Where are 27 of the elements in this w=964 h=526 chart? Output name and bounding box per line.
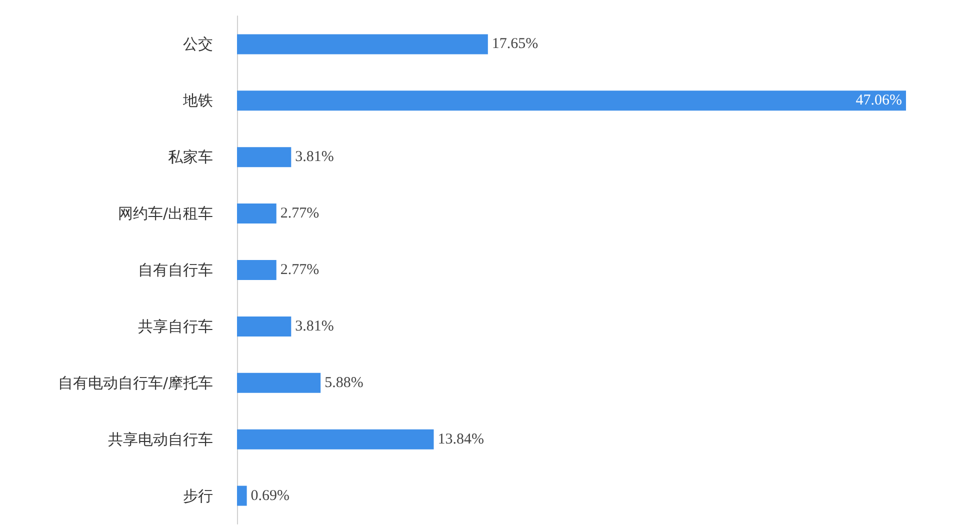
data-label: 0.69% [250,488,290,504]
data-label: 5.88% [324,374,364,391]
y-tick-label: 私家车 [168,148,213,166]
y-tick-label: 步行 [183,486,213,505]
data-label: 2.77% [280,262,320,278]
y-tick-label: 地铁 [182,92,213,110]
bar [237,316,292,336]
bar [237,90,906,111]
y-tick-label: 共享自行车 [138,317,213,336]
data-label: 17.65% [492,36,538,52]
data-label: 13.84% [438,431,484,448]
bar [237,147,292,168]
data-label: 47.06% [856,92,902,109]
bar [237,486,247,506]
data-label: 3.81% [295,318,334,334]
data-label: 2.77% [280,206,320,222]
y-tick-label: 自有自行车 [138,261,213,279]
y-tick-label: 自有电动自行车/摩托车 [58,374,213,392]
bar [237,429,434,450]
bar [237,34,488,54]
bar [237,260,276,280]
bar [237,372,321,393]
bar [237,204,276,224]
data-label: 3.81% [295,149,334,166]
y-tick-label: 公交 [183,35,213,54]
y-tick-label: 共享电动自行车 [108,430,213,448]
y-tick-label: 网约车/出租车 [118,204,213,223]
